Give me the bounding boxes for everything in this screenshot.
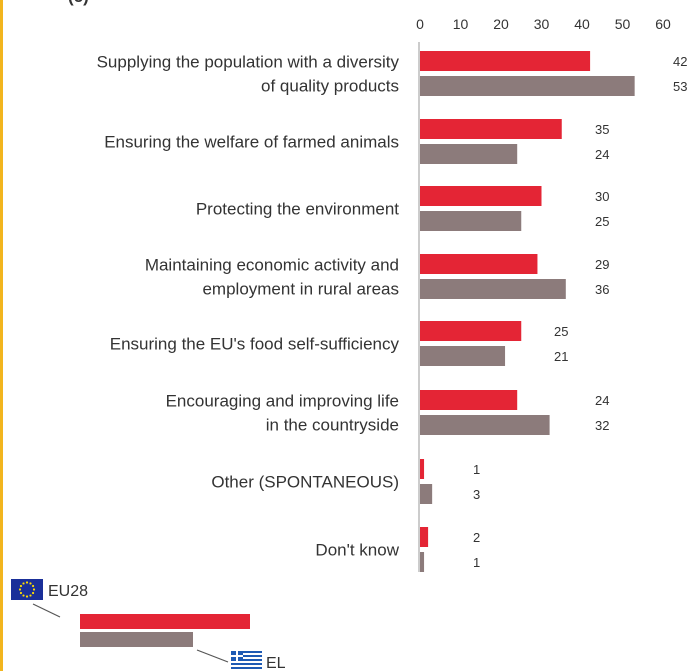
legend-label-el: EL [266,655,286,671]
eu-star [22,594,25,597]
eu-star [31,584,35,588]
eu-star [19,584,23,588]
value-label-eu28: 35 [595,122,609,137]
legend-bar-el [80,632,193,647]
eu-star [31,591,35,595]
x-tick-label: 20 [493,16,509,32]
panel-border [0,0,3,671]
value-label-el: 1 [473,555,480,570]
category-label: Ensuring the welfare of farmed animals [104,133,399,152]
bar-eu28 [420,390,518,410]
x-tick-label: 30 [534,16,550,32]
category-label: Other (SPONTANEOUS) [211,473,399,492]
x-axis-ticks: 0 10 20 30 40 50 60 [416,16,671,32]
eu-star [25,581,29,584]
bar-eu28 [420,321,522,341]
category-labels: Supplying the population with a diversit… [97,53,400,560]
category-label: Protecting the environment [196,200,399,219]
greek-flag-icon [231,651,262,669]
legend-pointer-el [196,649,229,663]
category-label: Don't know [315,541,399,560]
x-tick-label: 10 [453,16,469,32]
value-label-el: 53 [673,79,687,94]
value-label-el: 24 [595,147,609,162]
bar-eu28 [420,51,591,71]
value-label-el: 25 [595,214,609,229]
bar-eu28 [420,459,425,479]
bar-el [420,552,425,572]
eu-star [18,588,22,591]
eu-stars-icon [18,581,36,598]
eu-star [19,591,23,595]
value-label-eu28: 30 [595,189,609,204]
legend-pointer-eu28 [32,603,61,618]
category-label: Ensuring the EU's food self-sufficiency [110,335,400,354]
x-tick-label: 0 [416,16,424,32]
category-label: Supplying the population with a diversit… [97,53,400,72]
value-label-eu28: 25 [554,324,568,339]
bar-eu28 [420,527,429,547]
bar-eu28 [420,119,562,139]
eu-star [29,594,32,597]
category-label: Maintaining economic activity and [145,256,399,275]
bar-el [420,346,506,366]
value-label-eu28: 29 [595,257,609,272]
bar-el [420,211,522,231]
value-label-eu28: 1 [473,462,480,477]
value-label-eu28: 42 [673,54,687,69]
legend: EU28 EL [11,579,286,671]
category-label: Encouraging and improving life [166,392,399,411]
value-label-el: 21 [554,349,568,364]
x-tick-label: 60 [655,16,671,32]
eu-star [25,595,29,598]
bar-el [420,144,518,164]
eu-star [32,588,36,591]
eu-star [22,582,25,585]
panel-label: (c) [68,0,89,6]
value-label-eu28: 24 [595,393,609,408]
x-tick-label: 40 [574,16,590,32]
eu-flag-icon [11,579,43,600]
category-label: employment in rural areas [202,280,399,299]
bar-el [420,279,566,299]
x-tick-label: 50 [615,16,631,32]
value-label-eu28: 2 [473,530,480,545]
bar-el [420,415,550,435]
bar-el [420,484,433,504]
bar-eu28 [420,186,542,206]
category-label: of quality products [261,77,399,96]
value-label-el: 3 [473,487,480,502]
legend-bar-eu28 [80,614,250,629]
legend-label-eu28: EU28 [48,583,88,600]
value-label-el: 32 [595,418,609,433]
value-label-el: 36 [595,282,609,297]
bar-eu28 [420,254,538,274]
bars [420,51,635,572]
bar-el [420,76,635,96]
category-label: in the countryside [266,416,399,435]
eu-star [29,582,32,585]
